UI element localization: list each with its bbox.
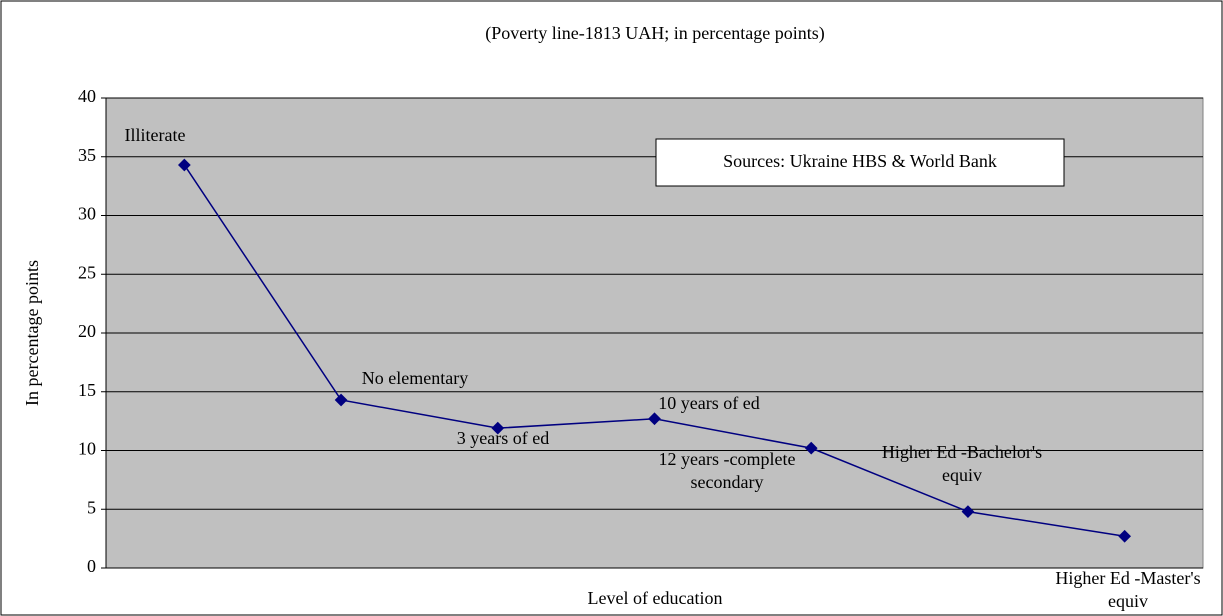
y-tick-label: 20 <box>78 321 96 341</box>
y-tick-label: 0 <box>87 556 96 576</box>
y-tick-label: 30 <box>78 204 96 224</box>
point-label: 12 years -complete secondary <box>658 449 796 492</box>
marker <box>177 158 191 172</box>
point-label: Higher Ed -Bachelor's equiv <box>881 442 1043 485</box>
x-axis-label: Level of education <box>588 588 723 608</box>
point-label: Higher Ed -Master's equiv <box>1055 568 1201 611</box>
point-label: No elementary <box>361 368 469 388</box>
annotation: Sources: Ukraine HBS & World Bank <box>723 151 997 171</box>
y-tick-label: 15 <box>78 380 96 400</box>
y-tick-label: 10 <box>78 439 96 459</box>
y-tick-label: 5 <box>87 497 96 517</box>
y-tick-label: 25 <box>78 262 96 282</box>
point-label: 3 years of ed <box>456 428 550 448</box>
chart-title: (Poverty line-1813 UAH; in percentage po… <box>485 23 824 44</box>
y-axis-label: In percentage points <box>22 260 42 406</box>
y-tick-label: 35 <box>78 145 96 165</box>
annotation-box <box>655 138 1065 187</box>
y-tick-label: 40 <box>78 86 96 106</box>
marker <box>491 421 505 435</box>
point-label: Illiterate <box>124 125 186 145</box>
marker <box>334 393 348 407</box>
point-label: 10 years of ed <box>658 393 760 413</box>
